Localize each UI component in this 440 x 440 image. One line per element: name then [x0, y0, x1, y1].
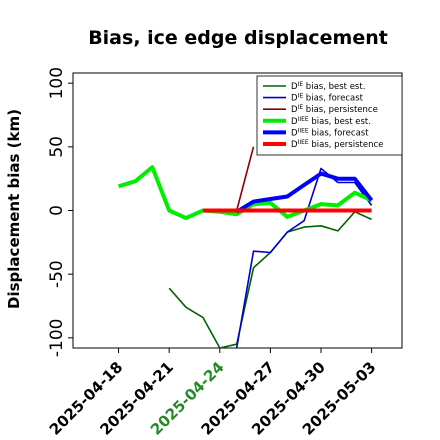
chart-title: Bias, ice edge displacement — [88, 27, 388, 49]
legend-box — [256, 75, 403, 156]
y-tick-label: 100 — [47, 67, 67, 99]
y-tick-label: -50 — [47, 260, 67, 288]
legend-entry: DIIEE bias, best est. — [291, 116, 371, 127]
legend: DIE bias, best est.DIE bias, forecastDIE… — [256, 75, 403, 156]
legend-entry: DIIEE bias, forecast — [291, 127, 369, 138]
y-tick-label: 0 — [47, 205, 67, 216]
legend-entry: DIE bias, persistence — [291, 104, 378, 115]
y-axis-label: Displacement bias (km) — [5, 109, 23, 309]
y-tick-label: -100 — [47, 319, 67, 358]
series-line-3 — [202, 146, 255, 212]
y-tick-label: 50 — [47, 136, 67, 158]
legend-entry: DIE bias, best est. — [291, 81, 365, 92]
y-axis: -100 -50 0 50 100 — [47, 67, 73, 357]
series-line-5 — [235, 171, 374, 214]
series-line-2 — [235, 167, 373, 348]
legend-entry: DIIEE bias, persistence — [291, 139, 383, 150]
series-layer — [118, 146, 374, 348]
series-line-1 — [168, 211, 372, 348]
legend-entry: DIE bias, forecast — [291, 93, 364, 104]
x-axis: 2025-04-182025-04-212025-04-242025-04-27… — [46, 348, 379, 439]
